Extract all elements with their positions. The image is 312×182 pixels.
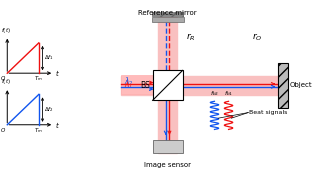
Text: $f_{b2}$: $f_{b2}$ — [210, 89, 219, 98]
Text: Reference mirror: Reference mirror — [138, 10, 197, 16]
Text: BS: BS — [140, 81, 150, 90]
Bar — [152, 12, 183, 17]
Text: Object: Object — [290, 82, 312, 88]
Text: $\Delta f_1$: $\Delta f_1$ — [44, 54, 54, 62]
Text: Beat signals: Beat signals — [249, 110, 288, 115]
Bar — [278, 63, 288, 108]
Text: $f_{b1}$: $f_{b1}$ — [224, 89, 233, 98]
Text: $t$: $t$ — [55, 120, 60, 130]
Text: Image sensor: Image sensor — [144, 162, 191, 168]
Bar — [153, 140, 183, 153]
Bar — [121, 76, 287, 95]
Text: $O$: $O$ — [0, 126, 6, 134]
Bar — [152, 17, 183, 22]
Text: $O$: $O$ — [0, 74, 6, 82]
Text: $f(t)$: $f(t)$ — [1, 77, 11, 86]
Text: $t$: $t$ — [55, 68, 60, 78]
Text: $f(t)$: $f(t)$ — [1, 26, 11, 35]
Bar — [158, 17, 177, 153]
Text: $r_O$: $r_O$ — [252, 32, 262, 43]
Text: $\Delta f_2$: $\Delta f_2$ — [44, 105, 54, 114]
Text: $\lambda_2$: $\lambda_2$ — [124, 76, 134, 88]
Text: $T_m$: $T_m$ — [34, 75, 43, 84]
Text: $\lambda_1$: $\lambda_1$ — [124, 79, 134, 91]
Text: $T_m$: $T_m$ — [34, 126, 43, 135]
Bar — [121, 75, 158, 94]
Text: $r_R$: $r_R$ — [186, 32, 196, 43]
Bar — [153, 70, 183, 100]
